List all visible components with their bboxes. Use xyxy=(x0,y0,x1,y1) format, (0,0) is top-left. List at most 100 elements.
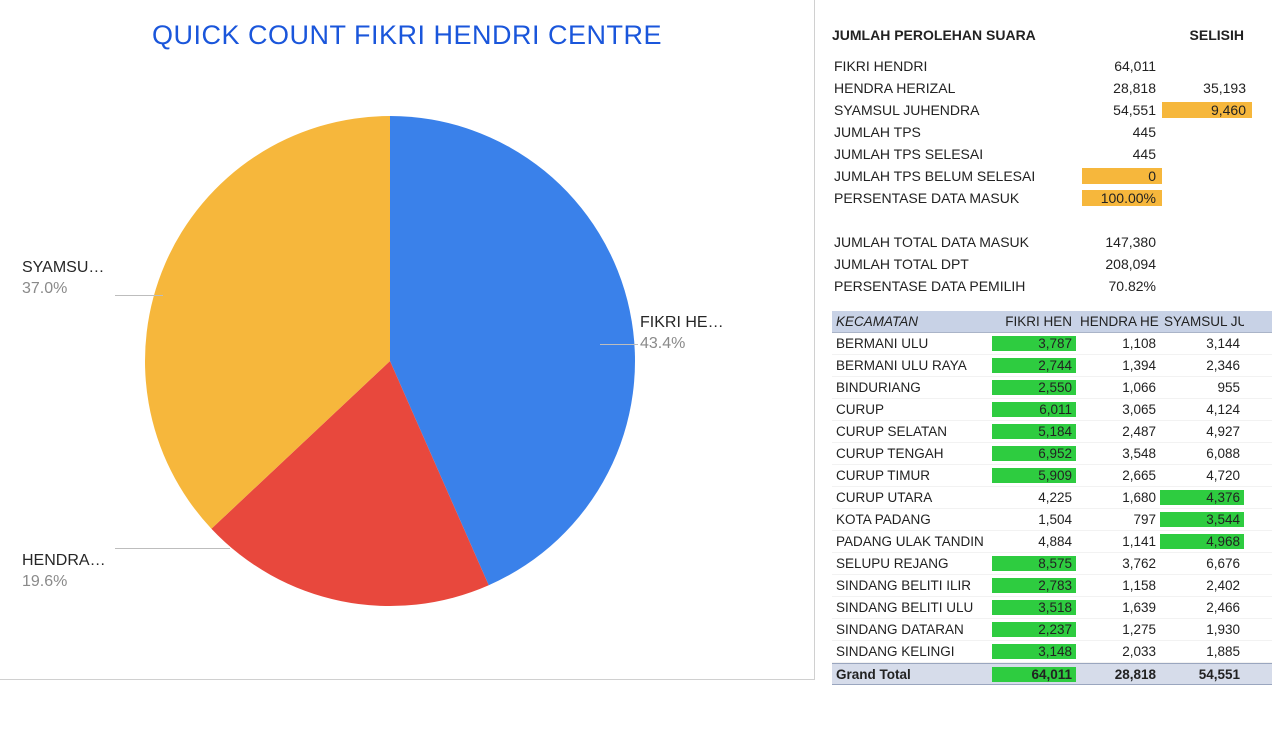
table-cell: 3,762 xyxy=(1076,556,1160,571)
summary-label: PERSENTASE DATA PEMILIH xyxy=(832,278,1082,294)
table-row: SELUPU REJANG8,5753,7626,676 xyxy=(832,553,1272,575)
table-total-row: Grand Total64,01128,81854,551 xyxy=(832,663,1272,685)
table-row: SINDANG KELINGI3,1482,0331,885 xyxy=(832,641,1272,663)
table-total-cell: 28,818 xyxy=(1076,667,1160,682)
table-cell: CURUP TIMUR xyxy=(832,468,992,483)
table-cell: 4,376 xyxy=(1160,490,1244,505)
summary-row: JUMLAH TPS BELUM SELESAI0 xyxy=(832,165,1280,187)
table-cell: 2,487 xyxy=(1076,424,1160,439)
slice-name: HENDRA… xyxy=(22,552,106,569)
table-total-cell: 54,551 xyxy=(1160,667,1244,682)
table-row: CURUP SELATAN5,1842,4874,927 xyxy=(832,421,1272,443)
table-cell: 8,575 xyxy=(992,556,1076,571)
table-header-row: KECAMATANFIKRI HENHENDRA HESYAMSUL JUHE xyxy=(832,311,1272,333)
table-cell: SINDANG BELITI ULU xyxy=(832,600,992,615)
pie-chart: FIKRI HE… 43.4% HENDRA… 19.6% SYAMSU… 37… xyxy=(0,51,814,651)
leader-line xyxy=(115,295,163,296)
table-cell: KOTA PADANG xyxy=(832,512,992,527)
table-cell: 2,783 xyxy=(992,578,1076,593)
summary-row: PERSENTASE DATA MASUK100.00% xyxy=(832,187,1280,209)
table-row: BINDURIANG2,5501,066955 xyxy=(832,377,1272,399)
table-cell: 3,787 xyxy=(992,336,1076,351)
table-cell: 5,184 xyxy=(992,424,1076,439)
table-cell: 955 xyxy=(1160,380,1244,395)
table-cell: 2,550 xyxy=(992,380,1076,395)
slice-pct: 19.6% xyxy=(22,573,67,590)
summary-label: JUMLAH TPS xyxy=(832,124,1082,140)
table-cell: 1,141 xyxy=(1076,534,1160,549)
summary-header-left: JUMLAH PEROLEHAN SUARA xyxy=(832,27,1082,43)
table-cell: SINDANG BELITI ILIR xyxy=(832,578,992,593)
table-cell: 2,346 xyxy=(1160,358,1244,373)
table-row: SINDANG DATARAN2,2371,2751,930 xyxy=(832,619,1272,641)
summary-value: 445 xyxy=(1082,146,1162,162)
table-cell: 1,066 xyxy=(1076,380,1160,395)
summary-label: JUMLAH TPS BELUM SELESAI xyxy=(832,168,1082,184)
table-cell: 1,394 xyxy=(1076,358,1160,373)
table-cell: 3,065 xyxy=(1076,402,1160,417)
kecamatan-table: KECAMATANFIKRI HENHENDRA HESYAMSUL JUHEB… xyxy=(832,311,1272,685)
table-cell: 3,518 xyxy=(992,600,1076,615)
table-cell: 2,466 xyxy=(1160,600,1244,615)
summary-row: SYAMSUL JUHENDRA54,5519,460 xyxy=(832,99,1280,121)
table-cell: 6,676 xyxy=(1160,556,1244,571)
table-cell: 4,720 xyxy=(1160,468,1244,483)
summary-value: 0 xyxy=(1082,168,1162,184)
table-cell: BERMANI ULU xyxy=(832,336,992,351)
leader-line xyxy=(115,548,230,549)
table-row: CURUP TIMUR5,9092,6654,720 xyxy=(832,465,1272,487)
summary-value: 100.00% xyxy=(1082,190,1162,206)
table-row: BERMANI ULU3,7871,1083,144 xyxy=(832,333,1272,355)
summary-value: 445 xyxy=(1082,124,1162,140)
summary-row: HENDRA HERIZAL28,81835,193 xyxy=(832,77,1280,99)
summary-header-right: SELISIH xyxy=(1082,27,1252,43)
table-row: SINDANG BELITI ILIR2,7831,1582,402 xyxy=(832,575,1272,597)
table-header-cell: KECAMATAN xyxy=(832,314,992,329)
table-cell: 2,033 xyxy=(1076,644,1160,659)
slice-label-syamsu: SYAMSU… 37.0% xyxy=(22,258,104,300)
summary-label: JUMLAH TPS SELESAI xyxy=(832,146,1082,162)
table-total-cell: Grand Total xyxy=(832,667,992,682)
table-cell: 1,885 xyxy=(1160,644,1244,659)
table-cell: CURUP SELATAN xyxy=(832,424,992,439)
summary-value: 147,380 xyxy=(1082,234,1162,250)
table-cell: 4,968 xyxy=(1160,534,1244,549)
summary-block-2: JUMLAH TOTAL DATA MASUK147,380JUMLAH TOT… xyxy=(832,231,1280,297)
table-cell: 5,909 xyxy=(992,468,1076,483)
slice-pct: 43.4% xyxy=(640,335,685,352)
summary-label: FIKRI HENDRI xyxy=(832,58,1082,74)
summary-diff: 9,460 xyxy=(1162,102,1252,118)
slice-label-hendra: HENDRA… 19.6% xyxy=(22,551,106,593)
summary-label: HENDRA HERIZAL xyxy=(832,80,1082,96)
table-cell: BINDURIANG xyxy=(832,380,992,395)
table-cell: 3,148 xyxy=(992,644,1076,659)
table-cell: 4,927 xyxy=(1160,424,1244,439)
table-cell: 2,744 xyxy=(992,358,1076,373)
summary-label: PERSENTASE DATA MASUK xyxy=(832,190,1082,206)
table-cell: SELUPU REJANG xyxy=(832,556,992,571)
summary-row: JUMLAH TOTAL DATA MASUK147,380 xyxy=(832,231,1280,253)
table-cell: 1,639 xyxy=(1076,600,1160,615)
summary-label: JUMLAH TOTAL DPT xyxy=(832,256,1082,272)
table-cell: CURUP xyxy=(832,402,992,417)
table-row: CURUP UTARA4,2251,6804,376 xyxy=(832,487,1272,509)
table-row: BERMANI ULU RAYA2,7441,3942,346 xyxy=(832,355,1272,377)
summary-value: 28,818 xyxy=(1082,80,1162,96)
summary-value: 70.82% xyxy=(1082,278,1162,294)
summary-row: JUMLAH TOTAL DPT208,094 xyxy=(832,253,1280,275)
table-cell: 1,158 xyxy=(1076,578,1160,593)
table-cell: 4,225 xyxy=(992,490,1076,505)
table-cell: 4,884 xyxy=(992,534,1076,549)
table-row: SINDANG BELITI ULU3,5181,6392,466 xyxy=(832,597,1272,619)
table-cell: 6,952 xyxy=(992,446,1076,461)
table-header-cell: HENDRA HE xyxy=(1076,314,1160,329)
table-cell: CURUP UTARA xyxy=(832,490,992,505)
summary-row: FIKRI HENDRI64,011 xyxy=(832,55,1280,77)
table-cell: PADANG ULAK TANDIN xyxy=(832,534,992,549)
table-row: CURUP TENGAH6,9523,5486,088 xyxy=(832,443,1272,465)
table-cell: 6,088 xyxy=(1160,446,1244,461)
summary-header: JUMLAH PEROLEHAN SUARA SELISIH xyxy=(832,27,1272,43)
table-row: CURUP6,0113,0654,124 xyxy=(832,399,1272,421)
table-cell: 3,548 xyxy=(1076,446,1160,461)
data-panel: JUMLAH PEROLEHAN SUARA SELISIH FIKRI HEN… xyxy=(832,0,1280,685)
